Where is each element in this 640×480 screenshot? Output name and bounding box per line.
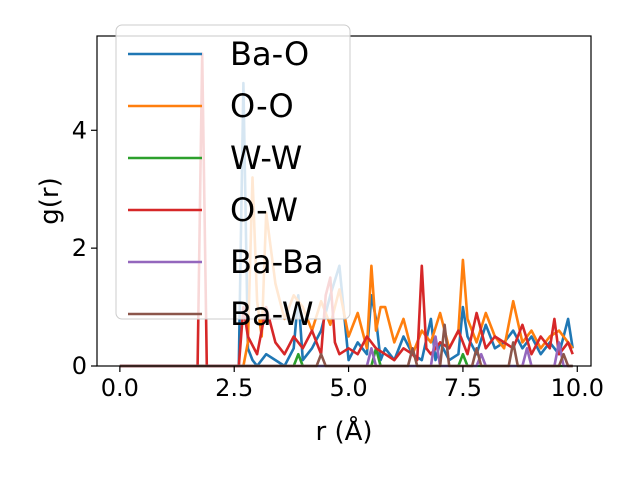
series-line-ba-ba [119,335,573,368]
legend-label-o-w: O-W [230,191,298,229]
x-tick-label: 7.5 [444,374,482,402]
y-tick-label: 0 [72,352,87,380]
legend: Ba-O O-O W-W O-W Ba-Ba Ba-W [115,24,351,333]
legend-label-ba-ba: Ba-Ba [230,243,324,281]
x-axis-label: r (Å) [315,415,372,447]
legend-label-w-w: W-W [230,139,302,177]
x-tick-label: 2.5 [215,374,253,402]
x-tick-label: 10.0 [551,374,604,402]
y-tick-label: 2 [72,234,87,262]
y-tick-label: 4 [72,116,87,144]
legend-label-ba-w: Ba-W [230,295,313,333]
y-axis-label: g(r) [35,177,65,224]
legend-box [115,24,351,320]
legend-label-o-o: O-O [230,87,294,125]
x-tick-label: 5.0 [329,374,367,402]
legend-label-ba-o: Ba-O [230,35,309,73]
x-tick-label: 0.0 [101,374,139,402]
ticks: 0.0 2.5 5.0 7.5 10.0 0 2 4 [72,116,604,402]
